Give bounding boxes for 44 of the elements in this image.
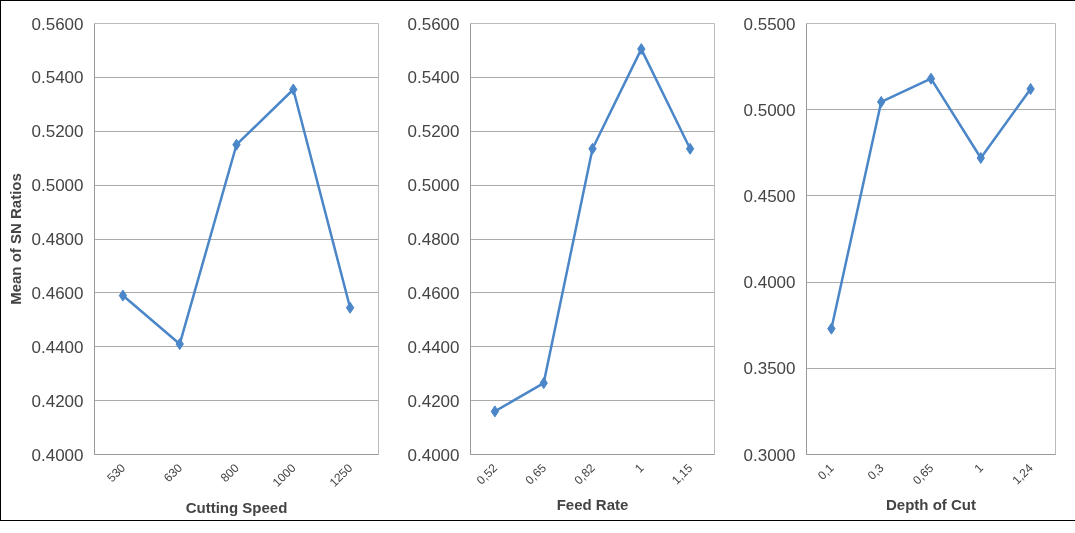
y-tick-label: 0.5600 <box>407 14 460 34</box>
y-tick-label: 0.5400 <box>31 68 84 88</box>
y-tick-label: 0.4400 <box>407 337 460 357</box>
y-tick-label: 0.4000 <box>31 445 84 465</box>
x-tick-label: 1 <box>631 460 647 476</box>
x-tick-label: 630 <box>160 460 186 485</box>
y-tick-label: 0.4500 <box>743 186 796 206</box>
y-tick-label: 0.5200 <box>31 122 84 142</box>
x-axis-title: Cutting Speed <box>185 498 288 516</box>
y-tick-label: 0.3000 <box>743 445 796 465</box>
x-tick-label: 0,52 <box>473 460 501 488</box>
point <box>926 72 936 85</box>
y-tick-label: 0.4400 <box>31 337 84 357</box>
y-tick-label: 0.5500 <box>743 14 796 34</box>
point <box>490 405 500 418</box>
y-tick-label: 0.4000 <box>743 273 796 293</box>
x-axis-title: Feed Rate <box>556 496 629 514</box>
y-tick-label: 0.4600 <box>31 283 84 303</box>
point <box>118 289 128 302</box>
y-tick-label: 0.4800 <box>407 230 460 249</box>
x-tick-label: 0,65 <box>909 460 937 488</box>
y-tick-label: 0.3500 <box>743 359 796 379</box>
y-tick-label: 0.5200 <box>407 122 460 142</box>
y-tick-label: 0.4600 <box>407 283 460 303</box>
y-tick-label: 0.5000 <box>743 100 796 120</box>
point <box>345 301 355 314</box>
y-tick-label: 0.5600 <box>31 14 84 34</box>
x-tick-label: 0,65 <box>522 460 550 488</box>
y-tick-label: 0.5400 <box>407 68 460 88</box>
x-tick-label: 0,3 <box>864 460 887 483</box>
x-tick-label: 800 <box>217 460 243 485</box>
y-tick-label: 0.5000 <box>407 176 460 196</box>
x-axis-title: Depth of Cut <box>886 496 976 514</box>
point <box>685 142 695 155</box>
x-tick-label: 530 <box>104 460 129 485</box>
y-tick-label: 0.5000 <box>31 176 84 196</box>
y-tick-label: 0.4200 <box>407 391 460 411</box>
y-tick-label: 0.4800 <box>31 230 84 249</box>
y-axis-title: Mean of SN Ratios <box>6 173 24 305</box>
y-tick-label: 0.4000 <box>407 445 460 465</box>
x-tick-label: 0,1 <box>815 460 837 483</box>
x-tick-label: 0,82 <box>571 460 599 488</box>
x-tick-label: 1 <box>971 460 987 476</box>
y-tick-label: 0.4200 <box>31 391 84 411</box>
